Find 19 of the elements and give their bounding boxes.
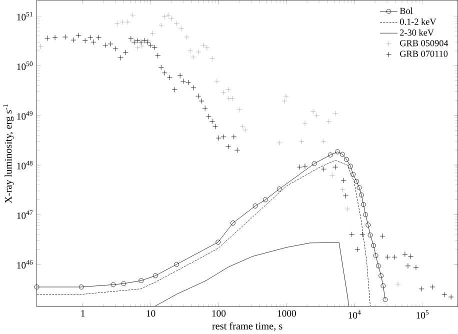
legend-label: GRB 050904 — [400, 40, 448, 46]
y-tick-label: 10$^{50}$ — [17, 61, 33, 70]
y-tick-label: 10$^{46}$ — [17, 260, 33, 268]
x-axis-title: rest frame time, s — [212, 322, 282, 331]
x-tick-label: 1 — [81, 310, 85, 316]
x-tick-label: 1000 — [278, 310, 296, 317]
y-tick-label: 10$^{51}$ — [17, 12, 32, 20]
y-tick-label: 10$^{47}$ — [17, 210, 33, 219]
legend-label: 2-30 keV — [400, 29, 434, 36]
x-tick-label: 10$^{5}$ — [416, 310, 429, 318]
x-tick-label: 10 — [146, 310, 156, 317]
legend-label: 0.1-2 keV — [400, 18, 436, 25]
legend-label: Bol — [400, 7, 413, 14]
y-tick-label: 10$^{49}$ — [17, 111, 33, 120]
x-tick-label: 10$^{4}$ — [348, 310, 361, 319]
legend-label: GRB 070110 — [400, 50, 448, 57]
y-tick-label: 10$^{48}$ — [17, 160, 33, 170]
y-axis-title: X-ray luminosity, erg s$^{-1}$ — [3, 104, 14, 204]
x-tick-label: 100 — [212, 310, 226, 317]
